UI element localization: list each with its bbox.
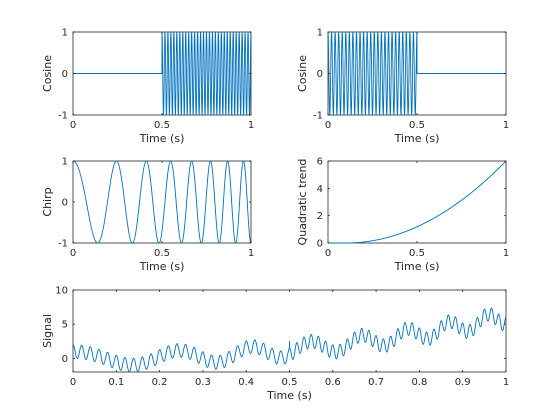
x-tick-label: 1 [248, 248, 254, 259]
x-axis-label: Time (s) [394, 132, 440, 145]
y-tick-label: 1 [62, 28, 68, 39]
x-tick-label: 0.1 [108, 377, 124, 388]
x-tick-label: 0.3 [195, 377, 211, 388]
x-tick-label: 0 [70, 120, 76, 131]
y-axis-label: Cosine [296, 55, 309, 92]
series-line [72, 160, 252, 244]
x-axis-label: Time (s) [394, 260, 440, 273]
x-tick-label: 0.2 [152, 377, 168, 388]
x-tick-label: 1 [503, 377, 509, 388]
x-tick-label: 0.8 [411, 377, 427, 388]
plot-area [327, 160, 507, 244]
x-tick-label: 0.5 [154, 120, 170, 131]
x-tick-label: 0.9 [455, 377, 471, 388]
x-axis-label: Time (s) [139, 260, 185, 273]
x-tick-label: 0.7 [368, 377, 384, 388]
chart-panel-4: 0 0.5 1 0 2 4 6 Time (s) Quadratic trend [296, 157, 509, 274]
x-tick-label: 0.6 [325, 377, 341, 388]
x-tick-label: 1 [503, 248, 509, 259]
y-tick-label: 4 [317, 184, 323, 195]
x-tick-label: 1 [248, 120, 254, 131]
y-tick-label: 0 [62, 69, 68, 80]
series-line [327, 160, 507, 244]
y-tick-label: 1 [62, 157, 68, 168]
y-axis-label: Chirp [41, 187, 54, 216]
y-tick-label: 0 [317, 239, 323, 250]
y-tick-label: 5 [62, 320, 68, 331]
y-tick-label: -1 [58, 111, 68, 122]
x-tick-label: 1 [503, 120, 509, 131]
y-tick-label: 1 [317, 28, 323, 39]
y-tick-label: 6 [317, 157, 323, 168]
y-axis-label: Cosine [41, 55, 54, 92]
x-tick-label: 0.5 [154, 248, 170, 259]
y-tick-label: -1 [58, 239, 68, 250]
x-axis-label: Time (s) [139, 132, 185, 145]
y-tick-label: 0 [62, 198, 68, 209]
y-tick-label: 2 [317, 211, 323, 222]
y-tick-label: 10 [55, 286, 68, 297]
x-tick-label: 0 [325, 248, 331, 259]
x-tick-label: 0.5 [409, 120, 425, 131]
x-tick-label: 0 [70, 248, 76, 259]
x-tick-label: 0.5 [409, 248, 425, 259]
x-tick-label: 0.4 [238, 377, 254, 388]
y-tick-label: 0 [62, 354, 68, 365]
x-tick-label: 0 [325, 120, 331, 131]
y-tick-label: 0 [317, 69, 323, 80]
x-tick-label: 0.5 [282, 377, 298, 388]
y-tick-label: -1 [313, 111, 323, 122]
y-axis-label: Signal [41, 314, 54, 348]
x-axis-label: Time (s) [266, 389, 312, 402]
y-axis-label: Quadratic trend [296, 159, 309, 246]
plot-area [72, 289, 507, 373]
series-line [72, 307, 507, 373]
x-tick-label: 0 [70, 377, 76, 388]
